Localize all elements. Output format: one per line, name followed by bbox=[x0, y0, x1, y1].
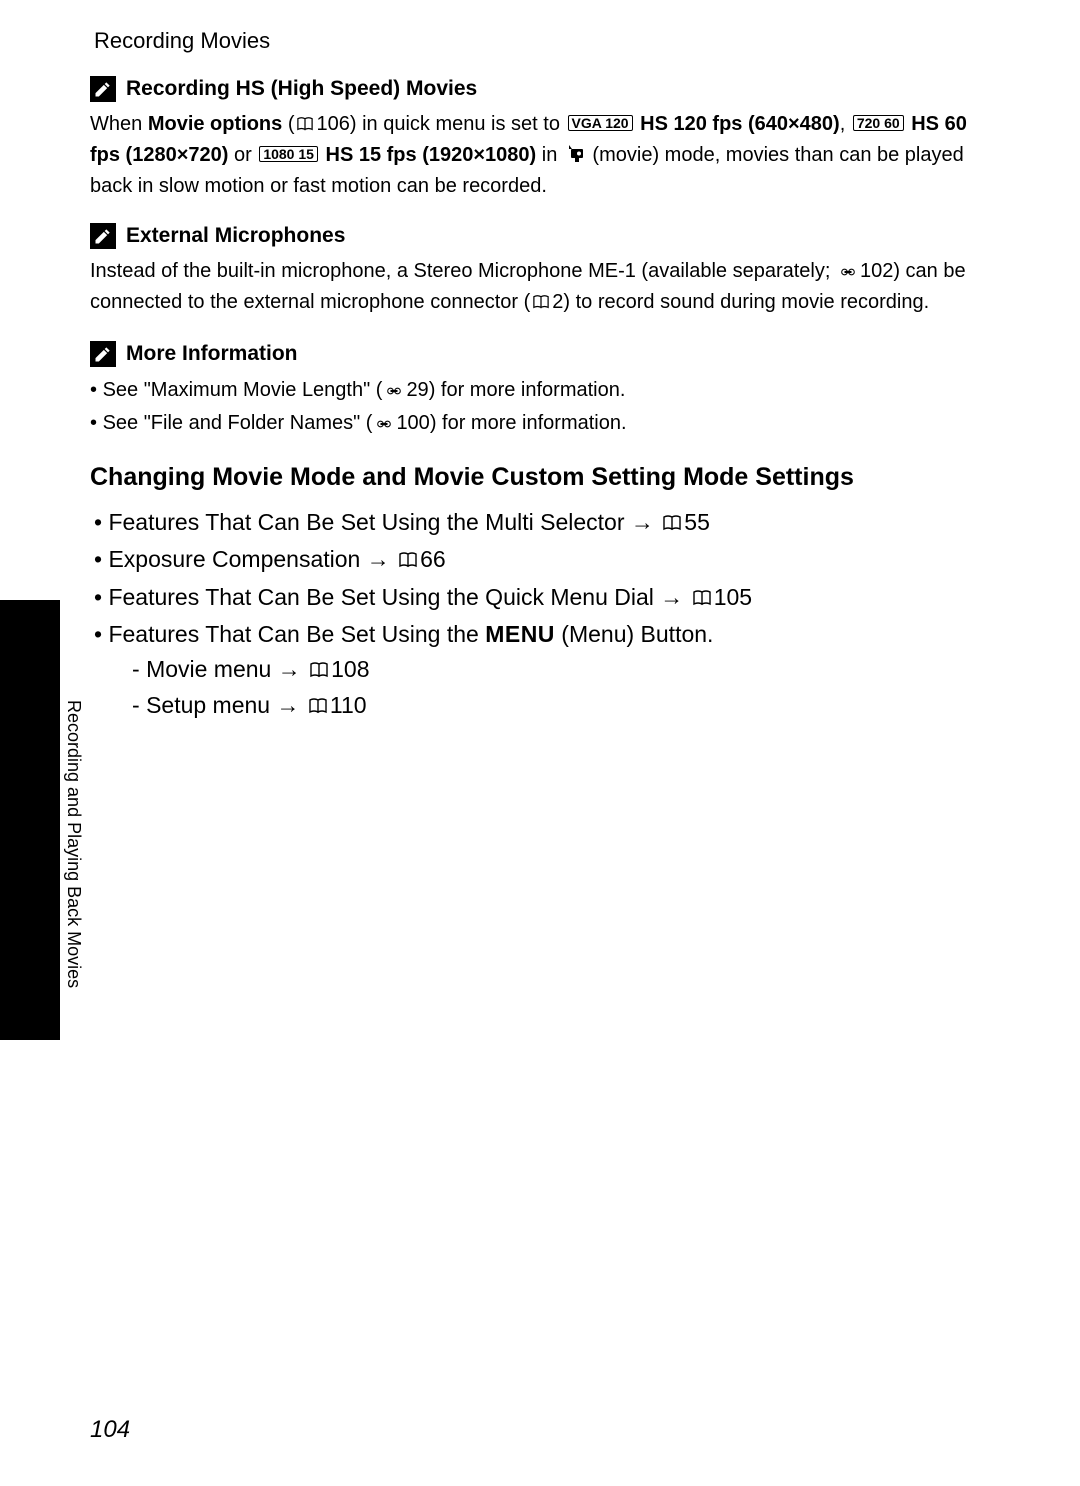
mode-badge: 1080 15 bbox=[259, 146, 318, 162]
mode-badge: VGA 120 bbox=[568, 115, 633, 131]
movie-icon bbox=[565, 143, 585, 172]
list-item: Features That Can Be Set Using the MENU … bbox=[94, 618, 1000, 651]
t: 106 bbox=[316, 113, 349, 135]
note-hs-header: Recording HS (High Speed) Movies bbox=[90, 76, 1000, 102]
note-mic-title: External Microphones bbox=[126, 224, 345, 248]
sub-bullets: Movie menu → 108 Setup menu → 110 bbox=[90, 653, 1000, 724]
t: ) for more information. bbox=[429, 379, 626, 401]
t: ) for more information. bbox=[430, 412, 627, 434]
note-more-list: See "Maximum Movie Length" ( 29) for more… bbox=[90, 375, 1000, 441]
t: See "Maximum Movie Length" ( bbox=[103, 379, 383, 401]
t: , bbox=[840, 113, 851, 135]
t: ) in quick menu is set to bbox=[350, 113, 566, 135]
book-icon bbox=[309, 655, 329, 688]
t: ) to record sound during movie recording… bbox=[563, 291, 929, 313]
book-icon bbox=[532, 290, 550, 319]
link-icon bbox=[374, 410, 394, 441]
t: 100 bbox=[396, 412, 429, 434]
changing-heading: Changing Movie Mode and Movie Custom Set… bbox=[90, 463, 1000, 492]
t: (Menu) Button. bbox=[555, 621, 714, 647]
note-mic-body: Instead of the built-in microphone, a St… bbox=[90, 257, 1000, 319]
t: Setup menu → bbox=[146, 692, 306, 718]
t: HS 120 fps (640×480) bbox=[635, 113, 840, 135]
t: 2 bbox=[552, 291, 563, 313]
t: 29 bbox=[406, 379, 428, 401]
book-icon bbox=[662, 508, 682, 541]
t: 110 bbox=[330, 692, 367, 718]
t: 108 bbox=[331, 656, 369, 682]
list-item: See "Maximum Movie Length" ( 29) for more… bbox=[90, 375, 1000, 408]
t: See "File and Folder Names" ( bbox=[103, 412, 373, 434]
t: When bbox=[90, 113, 148, 135]
note-hs-body: When Movie options (106) in quick menu i… bbox=[90, 110, 1000, 201]
list-item: Features That Can Be Set Using the Quick… bbox=[94, 581, 1000, 616]
side-tab bbox=[0, 600, 60, 1040]
menu-label: MENU bbox=[485, 621, 555, 647]
page-number: 104 bbox=[90, 1416, 130, 1444]
t: HS 15 fps (1920×1080) bbox=[320, 144, 536, 166]
book-icon bbox=[296, 112, 314, 141]
page-header: Recording Movies bbox=[94, 28, 1000, 54]
side-label: Recording and Playing Back Movies bbox=[64, 700, 84, 1020]
t: 102 bbox=[860, 260, 893, 282]
book-icon bbox=[398, 545, 418, 578]
t: ( bbox=[282, 113, 294, 135]
list-item: Exposure Compensation → 66 bbox=[94, 543, 1000, 578]
pencil-icon bbox=[90, 223, 116, 249]
list-item: Features That Can Be Set Using the Multi… bbox=[94, 506, 1000, 541]
link-icon bbox=[384, 377, 404, 408]
manual-page: Recording Movies Recording HS (High Spee… bbox=[0, 0, 1080, 1486]
note-hs-title: Recording HS (High Speed) Movies bbox=[126, 77, 477, 101]
note-mic-header: External Microphones bbox=[90, 223, 1000, 249]
pencil-icon bbox=[90, 76, 116, 102]
note-more-block: More Information See "Maximum Movie Leng… bbox=[90, 341, 1000, 441]
t: or bbox=[228, 144, 257, 166]
link-icon bbox=[838, 259, 858, 288]
t: Features That Can Be Set Using the Quick… bbox=[108, 584, 689, 610]
t: Movie menu → bbox=[146, 656, 307, 682]
book-icon bbox=[308, 691, 328, 724]
t: 55 bbox=[684, 509, 710, 535]
list-item: Setup menu → 110 bbox=[132, 689, 1000, 724]
t: Movie options bbox=[148, 113, 282, 135]
t: Exposure Compensation → bbox=[108, 546, 396, 572]
note-more-header: More Information bbox=[90, 341, 1000, 367]
t: Features That Can Be Set Using the Multi… bbox=[108, 509, 660, 535]
note-more-title: More Information bbox=[126, 342, 298, 366]
mode-badge: 720 60 bbox=[853, 115, 904, 131]
t: in bbox=[536, 144, 563, 166]
t: Features That Can Be Set Using the bbox=[108, 621, 485, 647]
list-item: Movie menu → 108 bbox=[132, 653, 1000, 688]
note-mic-block: External Microphones Instead of the buil… bbox=[90, 223, 1000, 319]
t: 66 bbox=[420, 546, 446, 572]
book-icon bbox=[692, 583, 712, 616]
note-hs-block: Recording HS (High Speed) Movies When Mo… bbox=[90, 76, 1000, 201]
list-item: See "File and Folder Names" ( 100) for mo… bbox=[90, 408, 1000, 441]
main-bullets: Features That Can Be Set Using the Multi… bbox=[90, 506, 1000, 651]
t: Instead of the built-in microphone, a St… bbox=[90, 260, 836, 282]
pencil-icon bbox=[90, 341, 116, 367]
t: 105 bbox=[714, 584, 752, 610]
